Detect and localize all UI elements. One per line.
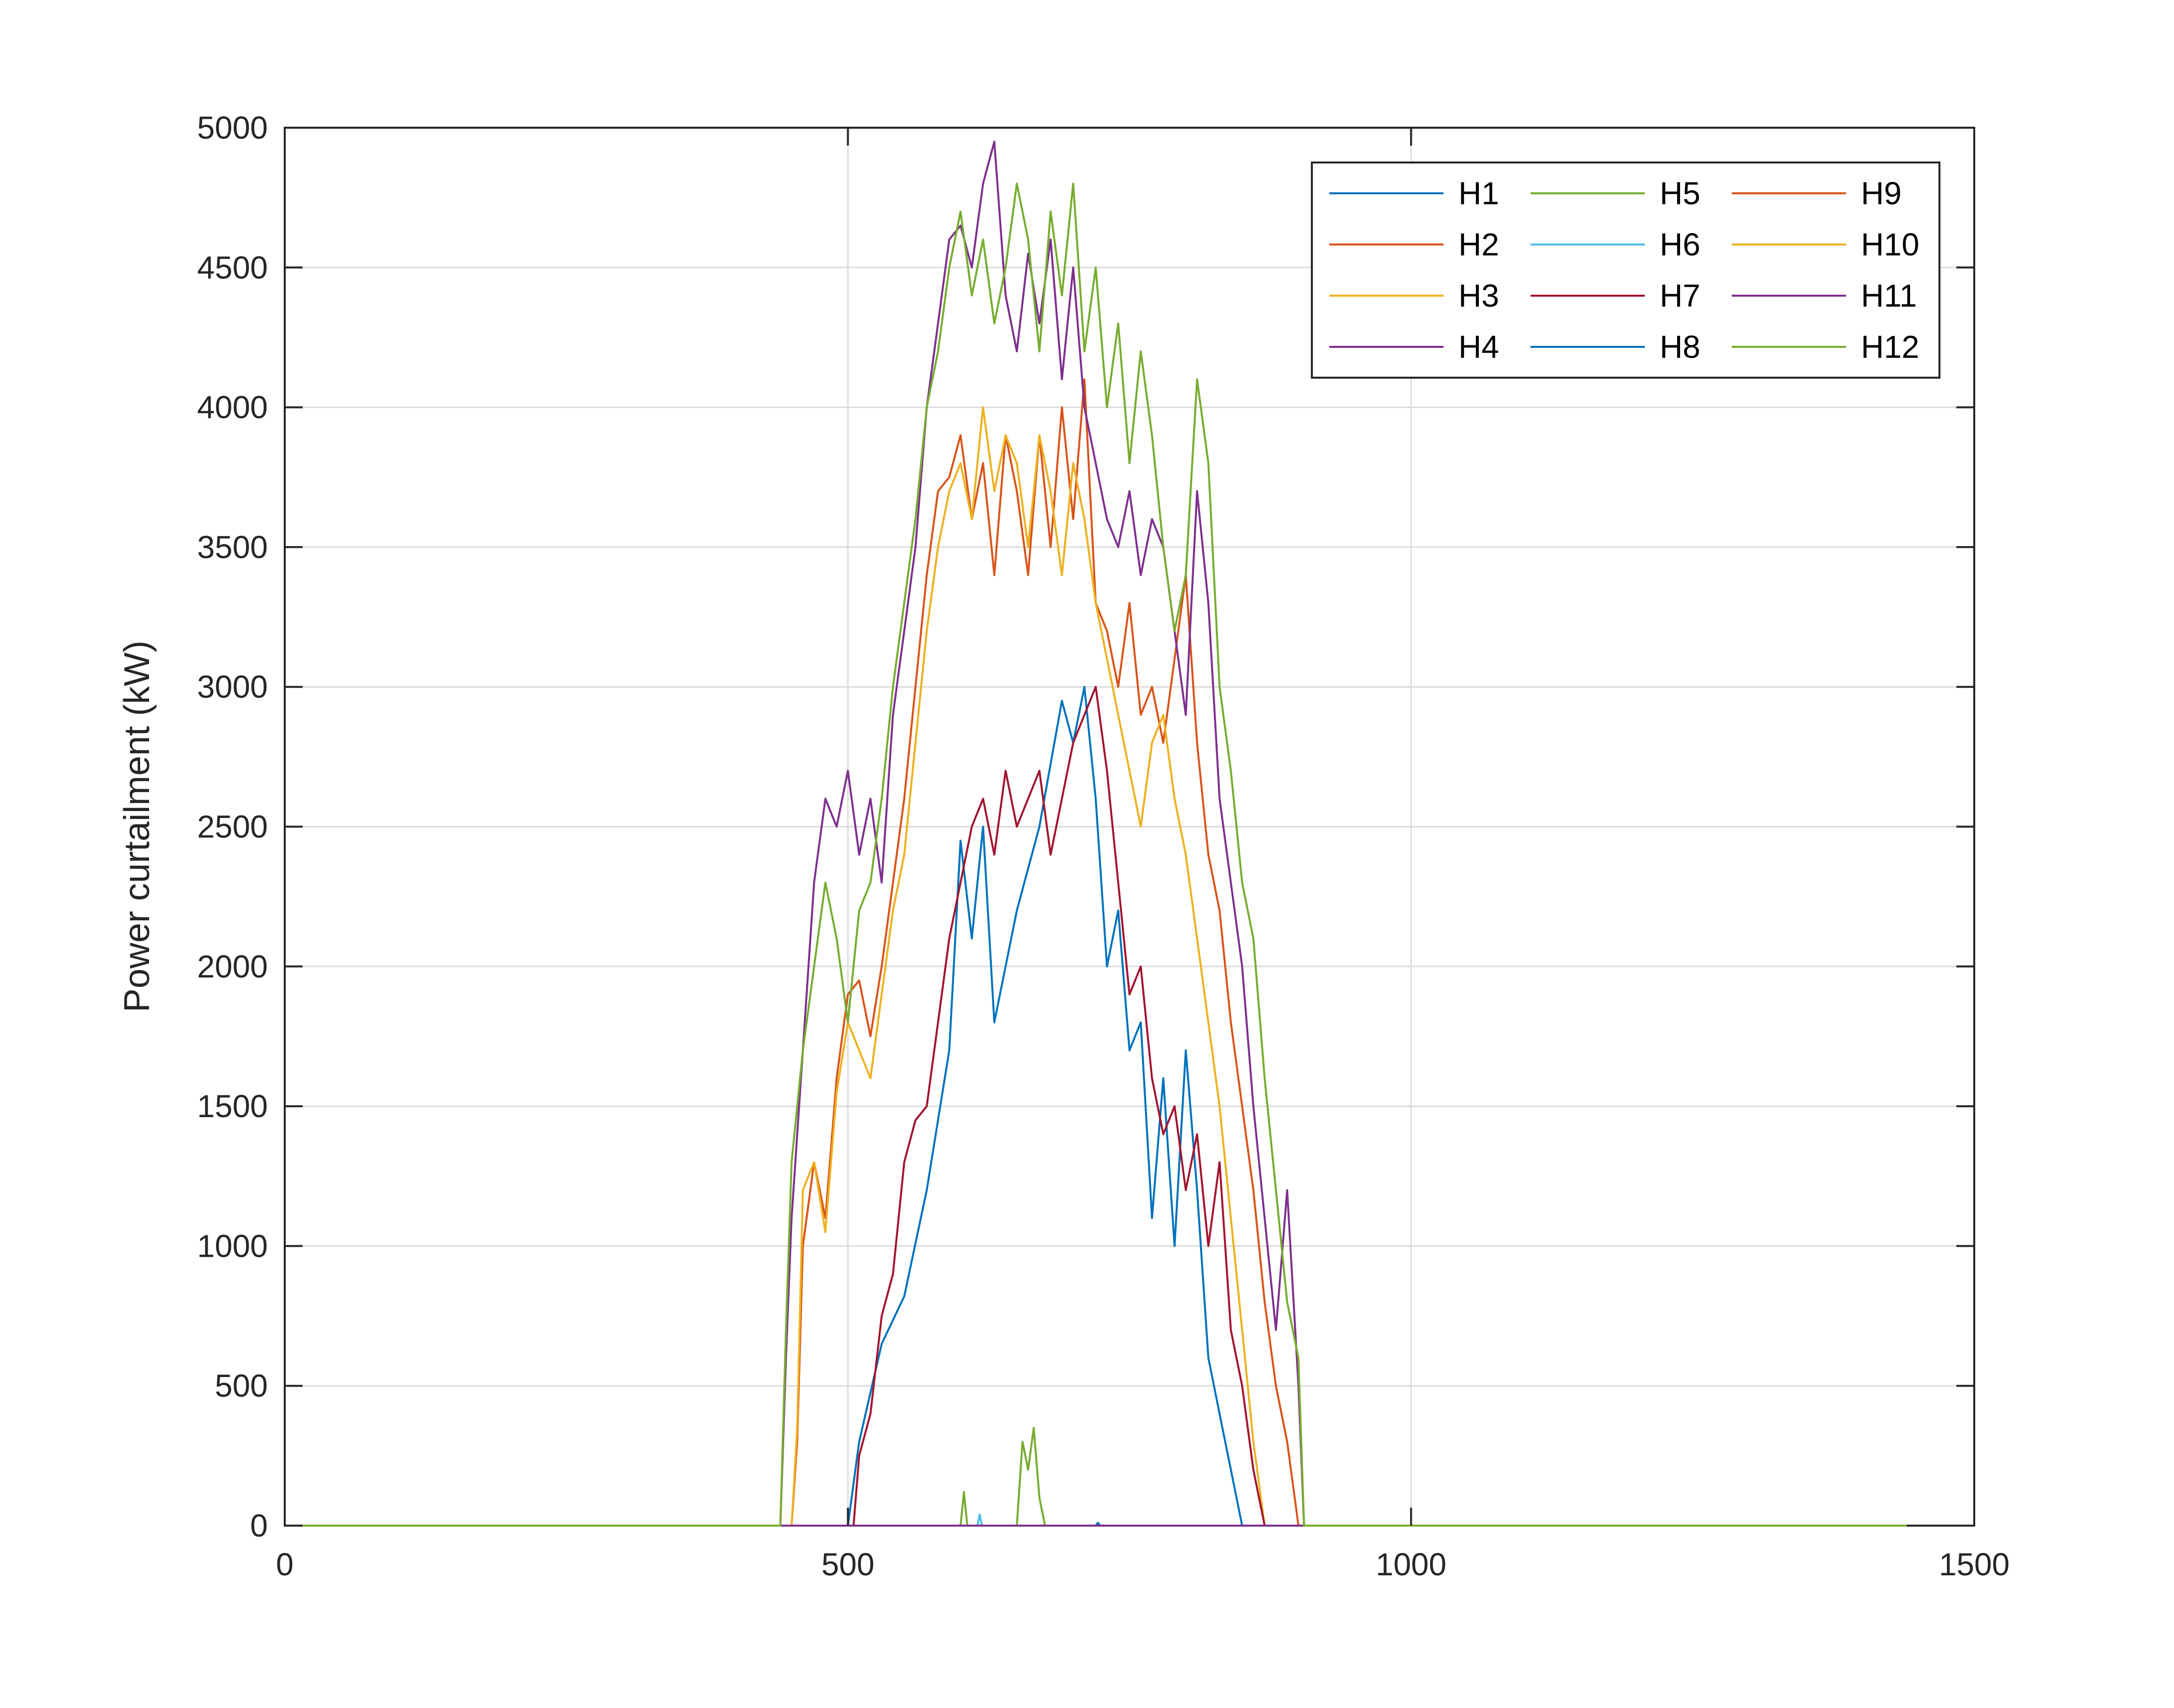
y-tick-label: 1500 <box>197 1088 268 1124</box>
legend: H1 H2 H3 H4 H5 H6 H7 H8 H9 H10 H11 H12 <box>1311 162 1940 379</box>
legend-label: H10 <box>1861 227 1919 262</box>
series-line-h5 <box>285 1427 1907 1527</box>
legend-label: H1 <box>1458 175 1499 211</box>
y-tick-label: 2500 <box>197 809 268 845</box>
legend-label: H9 <box>1861 175 1902 211</box>
y-tick-label: 0 <box>250 1508 268 1544</box>
legend-label: H3 <box>1458 278 1499 314</box>
y-tick-label: 1000 <box>197 1228 268 1264</box>
series-line-h12 <box>285 182 1907 1527</box>
legend-label: H12 <box>1861 329 1919 365</box>
y-tick-label: 500 <box>215 1368 268 1404</box>
legend-label: H11 <box>1861 278 1917 314</box>
y-tick-label: 3000 <box>197 669 268 705</box>
legend-label: H2 <box>1458 227 1499 262</box>
x-tick-label: 0 <box>276 1546 294 1582</box>
x-tick-label: 1000 <box>1375 1546 1446 1582</box>
series-line-h3 <box>285 406 1907 1527</box>
axes-ticks: 0500100015002000250030003500400045005000… <box>197 110 2010 1582</box>
legend-label: H5 <box>1660 175 1700 211</box>
series-line-h4 <box>285 141 1907 1527</box>
y-tick-label: 2000 <box>197 949 268 984</box>
legend-label: H7 <box>1660 278 1700 314</box>
y-axis-label: Power curtailment (kW) <box>117 641 157 1012</box>
series-group <box>285 141 1907 1527</box>
x-tick-label: 500 <box>821 1546 875 1582</box>
y-tick-label: 4500 <box>197 249 268 285</box>
x-tick-label: 1500 <box>1939 1546 2010 1582</box>
legend-label: H4 <box>1458 329 1499 365</box>
legend-box <box>1311 162 1940 379</box>
y-tick-label: 5000 <box>197 110 268 146</box>
y-tick-label: 3500 <box>197 529 268 565</box>
series-line-h1 <box>285 686 1907 1527</box>
series-line-h7 <box>285 686 1907 1527</box>
y-tick-label: 4000 <box>197 390 268 425</box>
legend-label: H8 <box>1660 329 1700 365</box>
legend-label: H6 <box>1660 227 1700 262</box>
